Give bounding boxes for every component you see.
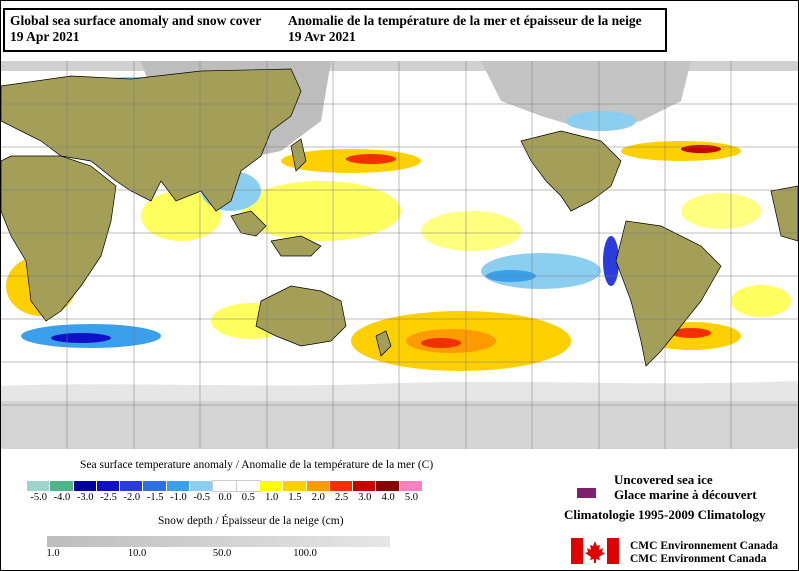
sst-swatch [283,481,307,491]
north-america-snow [481,61,691,131]
title-french-date: 19 Avr 2021 [288,29,356,44]
sst-swatch [120,481,144,491]
sst-tick-label: -0.5 [193,492,211,503]
sst-swatch [376,481,400,491]
indonesia [270,235,322,257]
sst-swatch [27,481,51,491]
title-box: Global sea surface anomaly and snow cove… [3,8,667,52]
new-zealand [375,330,392,357]
sst-swatch [166,481,191,491]
sst-tick-label: 1.0 [265,492,279,503]
landmasses [1,68,798,367]
arctic-ice [1,61,798,71]
ice-legend-english: Uncovered sea ice [614,472,713,487]
title-english: Global sea surface anomaly and snow cove… [10,13,261,45]
credit-line-2: CMC Environment Canada [630,553,767,565]
sst-swatch [353,481,377,491]
sst-tick-label: 2.0 [311,492,325,503]
sst-swatch [212,480,238,492]
ice-legend-swatch [577,488,596,498]
title-english-text: Global sea surface anomaly and snow cove… [10,13,262,28]
sst-swatch [329,481,354,491]
africa [1,155,117,322]
title-english-date: 19 Apr 2021 [10,29,80,44]
title-french-text: Anomalie de la température de la mer et … [288,13,642,28]
sst-tick-label: -3.0 [76,492,94,503]
southeast-asia [230,210,267,237]
snow-tick-label: 10.0 [127,548,147,559]
snow-legend-title: Snow depth / Épaisseur de la neige (cm) [158,515,344,527]
snow-tick-label: 50.0 [212,548,232,559]
sst-swatch [190,481,214,491]
sst-tick-label: -2.5 [100,492,117,503]
sst-tick-label: -5.0 [30,492,47,503]
sst-tick-label: 4.0 [381,492,395,503]
title-french: Anomalie de la température de la mer et … [288,13,642,45]
europe-east-edge [770,185,798,242]
sst-swatch [73,481,97,491]
sst-tick-label: -1.5 [146,492,164,503]
sst-tick-label: 0.0 [218,492,232,503]
sst-tick-label: 2.5 [334,492,349,503]
sst-legend-title: Sea surface temperature anomaly / Anomal… [80,459,434,471]
australia [255,285,347,347]
sst-tick-label: -2.0 [123,492,141,503]
snow-color-bar [47,536,390,547]
climatology-label: Climatologie 1995-2009 Climatology [564,507,766,522]
sst-tick-label: -1.0 [170,492,187,503]
graticule [1,61,798,449]
sst-tick-labels: -5.0 -4.0 -3.0 -2.5 -2.0 -1.5 -1.0 -0.5 0.0 0.5 1.… [27,492,427,506]
sst-tick-label: 0.5 [241,492,255,503]
eurasia [1,68,302,212]
canada-flag-icon [571,538,619,564]
credit-line-1: CMC Environnement Canada [630,540,779,552]
sst-swatch [143,481,167,491]
sst-color-bar [27,480,424,492]
ice-legend-french: Glace marine à découvert [614,487,757,502]
sst-tick-label: 3.0 [358,492,372,503]
sst-swatch [50,481,74,491]
sst-tick-label: 1.5 [288,492,302,503]
sst-swatch [399,481,424,491]
snow-tick-label: 1.0 [46,548,60,559]
sst-swatch [259,481,284,491]
north-america [520,130,622,212]
south-america [615,220,722,367]
sst-swatch [306,481,330,491]
sst-tick-label: -4.0 [53,492,71,503]
sst-swatch [235,480,261,492]
sst-tick-label: 5.0 [404,492,418,503]
snow-tick-label: 100.0 [293,548,317,559]
sst-swatch [96,481,121,491]
anomaly-map [1,61,798,449]
